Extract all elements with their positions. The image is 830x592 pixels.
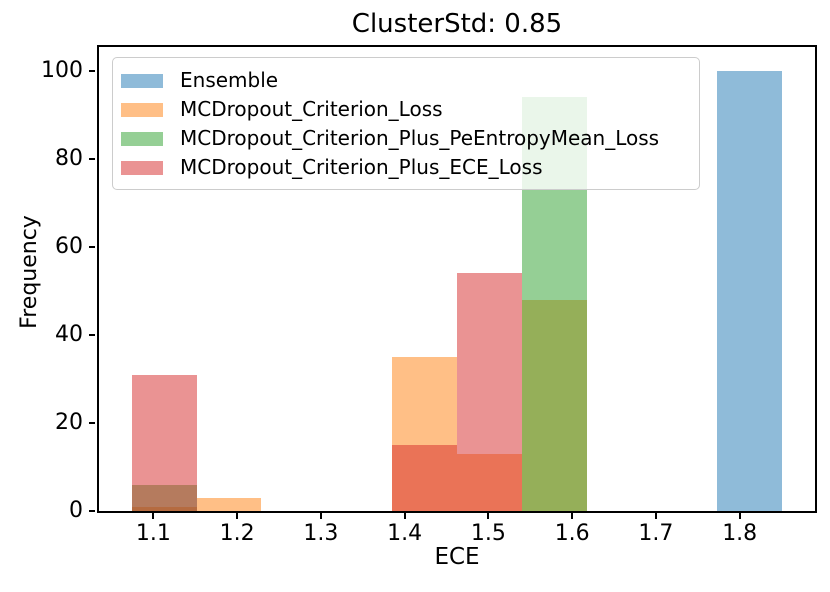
- legend: Ensemble MCDropout_Criterion_Loss MCDrop…: [112, 57, 700, 190]
- x-tick-mark: [738, 513, 741, 519]
- hist-bar-series1-bin1: [196, 497, 262, 511]
- x-tick-mark: [319, 513, 322, 519]
- y-tick-mark: [89, 70, 95, 72]
- legend-swatch-mcdropout-criterion-plus-ece-loss: [121, 160, 163, 175]
- x-tick-label: 1.3: [303, 521, 339, 546]
- legend-label: MCDropout_Criterion_Loss: [180, 97, 443, 121]
- legend-item-mcdropout-criterion-loss: MCDropout_Criterion_Loss: [121, 96, 689, 123]
- y-tick-label: 40: [55, 322, 83, 347]
- y-tick-mark: [89, 246, 95, 248]
- plot-area: Ensemble MCDropout_Criterion_Loss MCDrop…: [97, 45, 817, 513]
- x-tick-label: 1.1: [135, 521, 171, 546]
- x-tick-label: 1.8: [722, 521, 758, 546]
- y-tick-mark: [89, 510, 95, 512]
- x-tick-mark: [152, 513, 155, 519]
- x-tick-label: 1.5: [470, 521, 506, 546]
- bars-layer: [99, 47, 815, 511]
- y-tick-label: 100: [41, 58, 83, 83]
- hist-bar-series3-bin4: [392, 445, 457, 511]
- x-tick-mark: [487, 513, 490, 519]
- legend-swatch-mcdropout-criterion-loss: [121, 102, 163, 117]
- legend-item-mcdropout-criterion-plus-ece-loss: MCDropout_Criterion_Plus_ECE_Loss: [121, 154, 689, 181]
- x-tick-mark: [654, 513, 657, 519]
- x-tick-label: 1.6: [554, 521, 590, 546]
- y-tick-label: 80: [55, 146, 83, 171]
- legend-item-ensemble: Ensemble: [121, 67, 689, 94]
- hist-bar-series0-bin9: [717, 71, 783, 511]
- hist-bar-series3-bin5: [456, 273, 522, 511]
- x-axis-label: ECE: [434, 544, 480, 570]
- hist-bar-series3-bin0: [131, 374, 197, 511]
- x-tick-mark: [403, 513, 406, 519]
- x-tick-mark: [571, 513, 574, 519]
- legend-label: MCDropout_Criterion_Plus_ECE_Loss: [180, 155, 543, 179]
- legend-label: Ensemble: [180, 68, 279, 92]
- y-tick-mark: [89, 158, 95, 160]
- y-tick-label: 20: [55, 410, 83, 435]
- legend-swatch-ensemble: [121, 73, 163, 88]
- y-tick-mark: [89, 334, 95, 336]
- y-tick-mark: [89, 422, 95, 424]
- legend-swatch-mcdropout-criterion-plus-peentropymean-loss: [121, 131, 163, 146]
- chart-title: ClusterStd: 0.85: [351, 9, 563, 39]
- x-tick-label: 1.4: [387, 521, 423, 546]
- y-axis-label: Frequency: [17, 215, 42, 329]
- x-tick-label: 1.7: [638, 521, 674, 546]
- y-tick-label: 60: [55, 234, 83, 259]
- x-tick-label: 1.2: [219, 521, 255, 546]
- x-tick-mark: [236, 513, 239, 519]
- y-tick-label: 0: [69, 498, 83, 523]
- legend-item-mcdropout-criterion-plus-peentropymean-loss: MCDropout_Criterion_Plus_PeEntropyMean_L…: [121, 125, 689, 152]
- legend-label: MCDropout_Criterion_Plus_PeEntropyMean_L…: [180, 126, 660, 150]
